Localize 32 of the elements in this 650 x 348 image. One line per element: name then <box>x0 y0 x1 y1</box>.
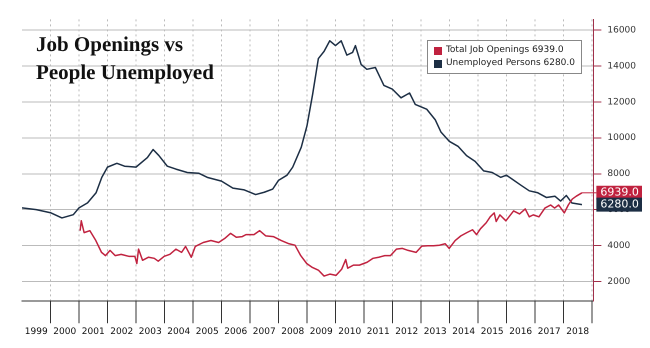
y-tick-label: 12000 <box>607 97 636 108</box>
annotation: 6280.0 <box>600 197 639 210</box>
x-tick-label: 2012 <box>395 326 418 337</box>
x-tick-label: 2008 <box>281 326 304 337</box>
x-tick-label: 2014 <box>452 326 476 337</box>
x-tick-label: 2000 <box>53 326 76 337</box>
y-tick-label: 14000 <box>607 61 636 72</box>
y-tick-label: 8000 <box>607 169 631 180</box>
x-tick-label: 2011 <box>366 326 390 337</box>
x-tick-label: 2017 <box>538 326 561 337</box>
y-tick-label: 2000 <box>607 276 631 287</box>
x-tick-label: 2003 <box>138 326 162 337</box>
annotation: 6939.0 <box>600 186 639 199</box>
legend-label: Unemployed Persons 6280.0 <box>446 57 575 70</box>
x-tick-label: 2013 <box>424 326 447 337</box>
x-tick-label: 1999 <box>24 326 48 337</box>
y-tick-label: 4000 <box>607 240 631 251</box>
legend-label: Total Job Openings 6939.0 <box>446 44 564 57</box>
text: Job Openings vs People Unemployed <box>36 31 215 86</box>
x-tick-label: 2016 <box>509 326 532 337</box>
x-tick-label: 2006 <box>224 326 248 337</box>
y-tick-label: 10000 <box>607 133 636 144</box>
x-tick-label: 2009 <box>310 326 333 337</box>
x-tick-label: 2004 <box>167 326 190 337</box>
x-tick-label: 2018 <box>566 326 590 337</box>
x-tick-label: 2015 <box>480 326 504 337</box>
x-tick-label: 2010 <box>338 326 362 337</box>
x-tick-label: 2001 <box>82 326 105 337</box>
x-tick-label: 2002 <box>110 326 134 337</box>
x-tick-label: 2007 <box>252 326 276 337</box>
y-tick-label: 16000 <box>607 26 636 36</box>
x-tick-label: 2005 <box>196 326 219 337</box>
